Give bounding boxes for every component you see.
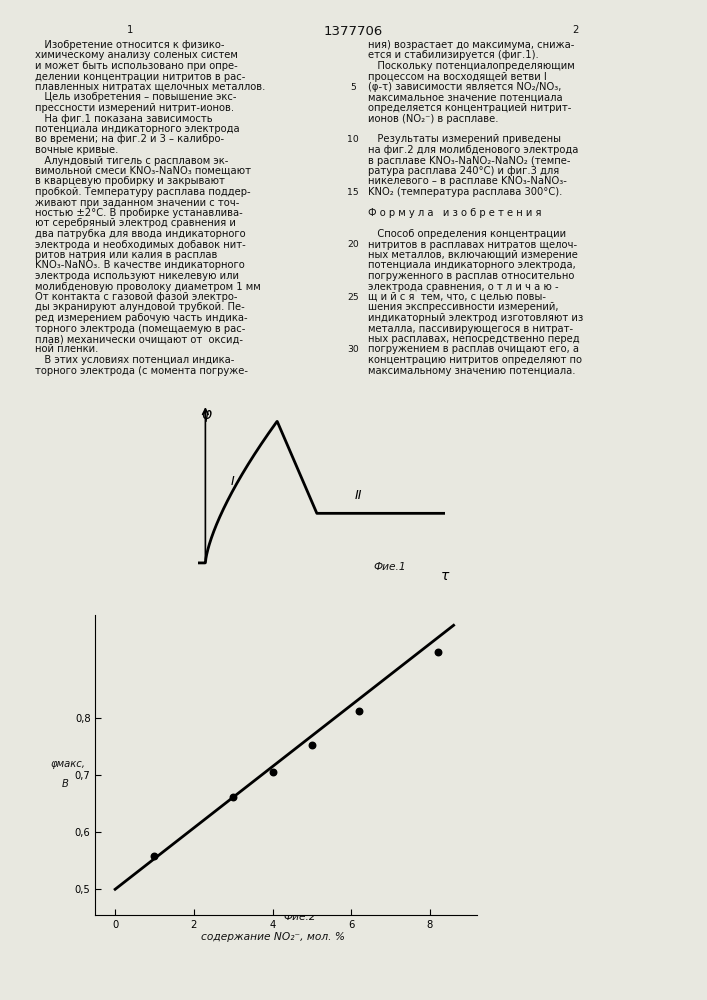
Text: Изобретение относится к физико-: Изобретение относится к физико- [35,40,225,50]
Text: Поскольку потенциалопределяющим: Поскольку потенциалопределяющим [368,61,575,71]
Text: ностью ±2°С. В пробирке устанавлива-: ностью ±2°С. В пробирке устанавлива- [35,208,243,218]
Point [306,737,317,753]
Text: определяется концентрацией нитрит-: определяется концентрацией нитрит- [368,103,571,113]
Text: плав) механически очищают от  оксид-: плав) механически очищают от оксид- [35,334,243,344]
Text: содержание NO₂⁻, мол. %: содержание NO₂⁻, мол. % [201,932,344,942]
Text: ратура расплава 240°С) и фиг.3 для: ратура расплава 240°С) и фиг.3 для [368,166,559,176]
Text: индикаторный электрод изготовляют из: индикаторный электрод изготовляют из [368,313,583,323]
Point [228,789,239,805]
Text: вочные кривые.: вочные кривые. [35,145,118,155]
Text: 10: 10 [347,135,359,144]
Text: электрода сравнения, о т л и ч а ю -: электрода сравнения, о т л и ч а ю - [368,282,559,292]
Text: ритов натрия или калия в расплав: ритов натрия или калия в расплав [35,250,217,260]
Text: в расплаве KNO₃-NaNO₂-NaNO₂ (темпе-: в расплаве KNO₃-NaNO₂-NaNO₂ (темпе- [368,155,571,165]
Text: 15: 15 [347,188,359,197]
Text: ных расплавах, непосредственно перед: ных расплавах, непосредственно перед [368,334,580,344]
Text: в кварцевую пробирку и закрывают: в кварцевую пробирку и закрывают [35,176,225,186]
Text: ных металлов, включающий измерение: ных металлов, включающий измерение [368,250,578,260]
Text: В этих условиях потенциал индика-: В этих условиях потенциал индика- [35,355,235,365]
Point [149,848,160,864]
Text: 2: 2 [572,25,578,35]
Text: KNO₃-NaNO₃. В качестве индикаторного: KNO₃-NaNO₃. В качестве индикаторного [35,260,245,270]
Text: химическому анализу соленых систем: химическому анализу соленых систем [35,50,238,60]
Text: потенциала индикаторного электрода,: потенциала индикаторного электрода, [368,260,575,270]
Text: τ: τ [440,569,449,583]
Text: На фиг.1 показана зависимость: На фиг.1 показана зависимость [35,113,213,123]
Text: 25: 25 [347,293,359,302]
Text: В: В [62,779,69,789]
Text: II: II [355,489,363,502]
Text: концентрацию нитритов определяют по: концентрацию нитритов определяют по [368,355,582,365]
Text: торного электрода (с момента погруже-: торного электрода (с момента погруже- [35,365,248,375]
Text: ред измерением рабочую часть индика-: ред измерением рабочую часть индика- [35,313,247,323]
Text: 30: 30 [347,345,359,354]
Text: прессности измерений нитрит-ионов.: прессности измерений нитрит-ионов. [35,103,234,113]
Text: (φ-τ) зависимости является NO₂/NO₃,: (φ-τ) зависимости является NO₂/NO₃, [368,82,561,92]
Text: I: I [230,475,235,488]
Text: щ и й с я  тем, что, с целью повы-: щ и й с я тем, что, с целью повы- [368,292,546,302]
Text: Цель изобретения – повышение экс-: Цель изобретения – повышение экс- [35,93,237,103]
Text: на фиг.2 для молибденового электрода: на фиг.2 для молибденового электрода [368,145,578,155]
Text: Способ определения концентрации: Способ определения концентрации [368,229,566,239]
Text: ной пленки.: ной пленки. [35,344,98,355]
Text: электрода и необходимых добавок нит-: электрода и необходимых добавок нит- [35,239,246,249]
Point [354,703,365,719]
Text: максимальное значение потенциала: максимальное значение потенциала [368,93,563,103]
Text: Алундовый тигель с расплавом эк-: Алундовый тигель с расплавом эк- [35,155,228,165]
Text: металла, пассивирующегося в нитрат-: металла, пассивирующегося в нитрат- [368,324,573,334]
Text: процессом на восходящей ветви I: процессом на восходящей ветви I [368,72,547,82]
Text: ды экранируют алундовой трубкой. Пе-: ды экранируют алундовой трубкой. Пе- [35,302,245,312]
Text: 1: 1 [127,25,133,35]
Point [267,764,279,780]
Text: погружением в расплав очищают его, а: погружением в расплав очищают его, а [368,344,579,355]
Text: Ф о р м у л а   и з о б р е т е н и я: Ф о р м у л а и з о б р е т е н и я [368,208,542,218]
Text: потенциала индикаторного электрода: потенциала индикаторного электрода [35,124,240,134]
Text: 5: 5 [350,83,356,92]
Text: 20: 20 [347,240,359,249]
Text: пробкой. Температуру расплава поддер-: пробкой. Температуру расплава поддер- [35,187,250,197]
Text: вимольной смеси KNO₃-NaNO₃ помещают: вимольной смеси KNO₃-NaNO₃ помещают [35,166,251,176]
Text: нитритов в расплавах нитратов щелоч-: нитритов в расплавах нитратов щелоч- [368,239,577,249]
Text: Фие.2: Фие.2 [284,912,316,922]
Text: два патрубка для ввода индикаторного: два патрубка для ввода индикаторного [35,229,245,239]
Text: ионов (NO₂⁻) в расплаве.: ионов (NO₂⁻) в расплаве. [368,113,498,123]
Text: φмакс,: φмакс, [50,759,85,769]
Text: во времени; на фиг.2 и 3 – калибро-: во времени; на фиг.2 и 3 – калибро- [35,134,224,144]
Text: От контакта с газовой фазой электро-: От контакта с газовой фазой электро- [35,292,238,302]
Text: торного электрода (помещаемую в рас-: торного электрода (помещаемую в рас- [35,324,245,334]
Text: делении концентрации нитритов в рас-: делении концентрации нитритов в рас- [35,72,245,82]
Text: ют серебряный электрод сравнения и: ют серебряный электрод сравнения и [35,219,236,229]
Text: электрода используют никелевую или: электрода используют никелевую или [35,271,239,281]
Text: шения экспрессивности измерений,: шения экспрессивности измерений, [368,302,559,312]
Text: KNO₂ (температура расплава 300°С).: KNO₂ (температура расплава 300°С). [368,187,562,197]
Text: живают при заданном значении с точ-: живают при заданном значении с точ- [35,198,240,208]
Text: ния) возрастает до максимума, снижа-: ния) возрастает до максимума, снижа- [368,40,574,50]
Text: φ: φ [201,407,211,422]
Text: погруженного в расплав относительно: погруженного в расплав относительно [368,271,574,281]
Text: Результаты измерений приведены: Результаты измерений приведены [368,134,561,144]
Text: 1377706: 1377706 [323,25,382,38]
Text: Фие.1: Фие.1 [374,562,407,572]
Text: и может быть использовано при опре-: и может быть использовано при опре- [35,61,238,71]
Text: молибденовую проволоку диаметром 1 мм: молибденовую проволоку диаметром 1 мм [35,282,261,292]
Text: максимальному значению потенциала.: максимальному значению потенциала. [368,365,575,375]
Text: никелевого – в расплаве KNO₃-NaNO₃-: никелевого – в расплаве KNO₃-NaNO₃- [368,176,567,186]
Text: плавленных нитратах щелочных металлов.: плавленных нитратах щелочных металлов. [35,82,265,92]
Point [432,644,443,660]
Text: ется и стабилизируется (фиг.1).: ется и стабилизируется (фиг.1). [368,50,539,60]
